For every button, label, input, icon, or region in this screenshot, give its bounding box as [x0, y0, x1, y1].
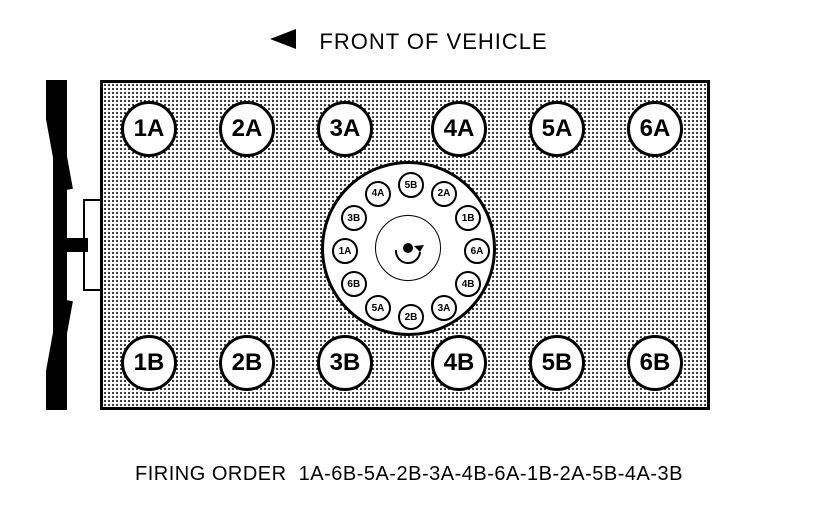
terminal-4b: 4B	[455, 271, 481, 297]
cylinder-6b: 6B	[627, 335, 683, 391]
cylinder-4a: 4A	[431, 101, 487, 157]
cylinder-2b: 2B	[219, 335, 275, 391]
terminal-5b: 5B	[398, 172, 424, 198]
terminal-3b: 3B	[341, 205, 367, 231]
header-label: FRONT OF VEHICLE	[319, 29, 547, 54]
cylinder-5a: 5A	[529, 101, 585, 157]
terminal-6a: 6A	[464, 238, 490, 264]
fan-bracket-icon	[46, 80, 106, 410]
terminal-4a: 4A	[365, 181, 391, 207]
firing-order-value: 1A-6B-5A-2B-3A-4B-6A-1B-2A-5B-4A-3B	[299, 463, 683, 485]
arrow-left-icon	[270, 29, 296, 55]
cylinder-4b: 4B	[431, 335, 487, 391]
header: FRONT OF VEHICLE	[0, 28, 818, 55]
terminal-1b: 1B	[455, 205, 481, 231]
cylinder-5b: 5B	[529, 335, 585, 391]
diagram-stage: FRONT OF VEHICLE 5B 2A	[0, 0, 818, 508]
cylinder-6a: 6A	[627, 101, 683, 157]
engine-block: 5B2A1B6A4B3A2B5A6B1A3B4A 1A2A3A4A5A6A1B2…	[100, 80, 710, 410]
cylinder-3a: 3A	[317, 101, 373, 157]
cylinder-1b: 1B	[121, 335, 177, 391]
cylinder-1a: 1A	[121, 101, 177, 157]
terminal-2b: 2B	[398, 304, 424, 330]
cylinder-3b: 3B	[317, 335, 373, 391]
distributor-cap: 5B 2A1B 6A 4B3A 2B 5A6B 1A 3B4A	[321, 161, 496, 336]
cylinder-2a: 2A	[219, 101, 275, 157]
rotor-dot-icon	[403, 243, 413, 253]
terminal-5a: 5A	[365, 295, 391, 321]
footer: FIRING ORDER 1A-6B-5A-2B-3A-4B-6A-1B-2A-…	[0, 463, 818, 486]
firing-order-label: FIRING ORDER	[135, 463, 287, 485]
terminal-6b: 6B	[341, 271, 367, 297]
terminal-1a: 1A	[332, 238, 358, 264]
terminal-3a: 3A	[431, 295, 457, 321]
terminal-2a: 2A	[431, 181, 457, 207]
